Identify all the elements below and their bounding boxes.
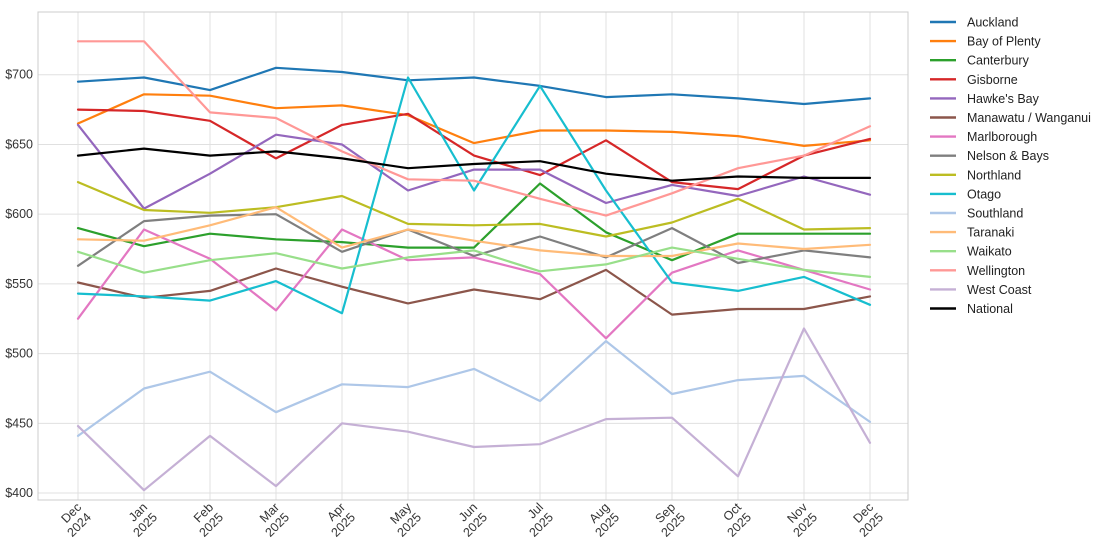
- legend-label-manawatu-wanganui: Manawatu / Wanganui: [967, 111, 1091, 125]
- series-line-west-coast: [76, 327, 872, 492]
- y-tick-label: $450: [5, 416, 33, 430]
- y-tick-label: $600: [5, 207, 33, 221]
- x-tick-label: Nov2025: [781, 500, 821, 540]
- legend-label-gisborne: Gisborne: [967, 73, 1018, 87]
- y-tick-label: $500: [5, 347, 33, 361]
- series-line-auckland: [76, 66, 872, 106]
- x-tick-label: Oct2025: [715, 500, 755, 540]
- series-line-nelson-bays: [76, 213, 872, 267]
- series-lines: [76, 40, 872, 492]
- legend-label-national: National: [967, 302, 1013, 316]
- y-tick-label: $400: [5, 486, 33, 500]
- legend-label-taranaki: Taranaki: [967, 226, 1014, 240]
- legend-label-west-coast: West Coast: [967, 283, 1032, 297]
- x-tick-label: Sep2025: [649, 500, 688, 539]
- series-line-southland: [76, 340, 872, 437]
- x-tick-label: Dec2024: [55, 500, 94, 539]
- plot-frame: [37, 11, 909, 501]
- series-line-wellington: [76, 40, 872, 217]
- series-line-canterbury: [76, 182, 872, 262]
- legend-label-canterbury: Canterbury: [967, 54, 1030, 68]
- legend-label-waikato: Waikato: [967, 245, 1012, 259]
- x-tick-label: Aug2025: [583, 500, 622, 539]
- legend-label-auckland: Auckland: [967, 16, 1018, 30]
- x-tick-label: Jun2025: [451, 500, 490, 539]
- x-tick-label: Apr2025: [319, 500, 358, 539]
- x-tick-label: Jul2025: [517, 500, 556, 539]
- series-line-bay-of-plenty: [76, 93, 872, 147]
- x-tick-label: Mar2025: [253, 500, 292, 539]
- legend-label-nelson-bays: Nelson & Bays: [967, 149, 1049, 163]
- legend-label-otago: Otago: [967, 187, 1001, 201]
- legend-label-southland: Southland: [967, 207, 1023, 221]
- y-axis: $400 $450 $500 $550 $600 $650 $700: [5, 68, 33, 500]
- series-line-northland: [76, 181, 872, 238]
- x-tick-label: Feb2025: [187, 500, 226, 539]
- legend-label-marlborough: Marlborough: [967, 130, 1037, 144]
- series-line-national: [76, 147, 872, 182]
- x-tick-label: Dec2025: [847, 500, 886, 539]
- series-line-marlborough: [76, 228, 872, 340]
- series-line-manawatu-wanganui: [76, 267, 872, 316]
- series-line-gisborne: [76, 108, 872, 191]
- legend-label-bay-of-plenty: Bay of Plenty: [967, 35, 1041, 49]
- y-tick-label: $700: [5, 68, 33, 82]
- legend-label-wellington: Wellington: [967, 264, 1025, 278]
- series-line-hawke-s-bay: [76, 123, 872, 210]
- legend: Auckland Bay of Plenty Canterbury Gisborne H…: [930, 16, 1091, 316]
- x-tick-label: Jan2025: [121, 500, 160, 539]
- series-line-waikato: [76, 246, 872, 278]
- x-tick-label: May2025: [385, 500, 425, 540]
- y-tick-label: $550: [5, 277, 33, 291]
- legend-label-northland: Northland: [967, 168, 1021, 182]
- legend-label-hawke-s-bay: Hawke's Bay: [967, 92, 1040, 106]
- series-line-taranaki: [76, 206, 872, 258]
- y-tick-label: $650: [5, 137, 33, 151]
- x-axis: Dec2024 Jan2025 Feb2025 Mar2025 Apr2025 May20…: [55, 500, 886, 540]
- series-line-otago: [76, 76, 872, 315]
